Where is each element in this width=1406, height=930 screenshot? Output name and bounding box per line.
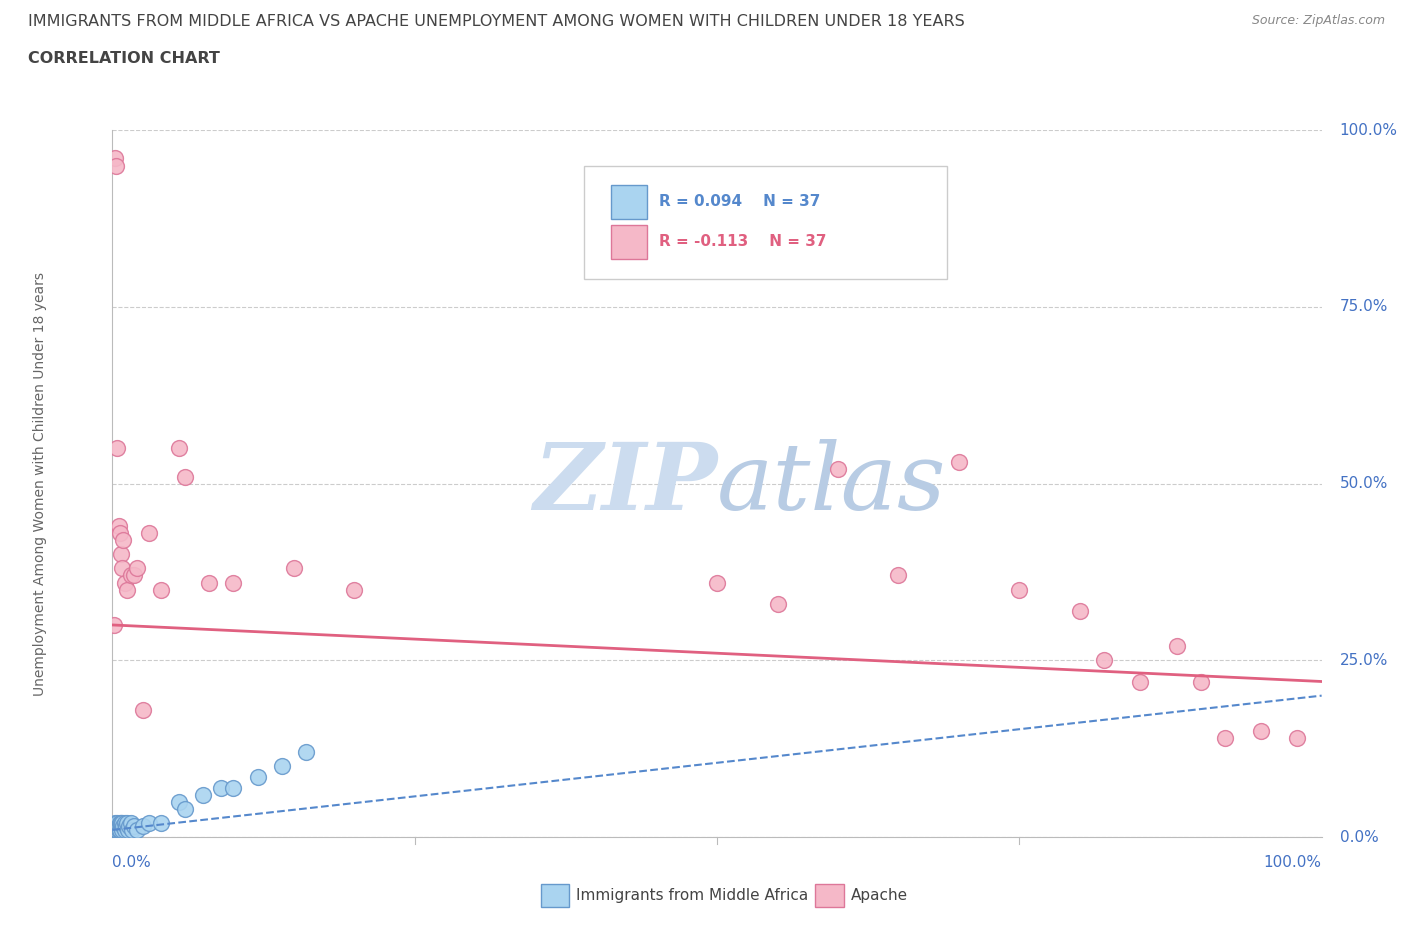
Point — [138, 816, 160, 830]
Point — [112, 819, 135, 834]
Point — [174, 469, 197, 484]
Point — [174, 802, 197, 817]
Point — [1129, 674, 1152, 689]
Point — [125, 822, 148, 837]
Point — [115, 816, 138, 830]
Point — [209, 780, 232, 795]
Text: R = -0.113    N = 37: R = -0.113 N = 37 — [659, 234, 827, 249]
Text: R = 0.094    N = 37: R = 0.094 N = 37 — [659, 194, 820, 209]
Point — [104, 822, 127, 837]
Point — [1092, 653, 1115, 668]
Point — [115, 582, 138, 597]
Point — [110, 547, 132, 562]
Point — [198, 575, 221, 590]
Point — [103, 618, 125, 632]
Point — [108, 822, 131, 837]
Point — [107, 822, 129, 837]
Text: 0.0%: 0.0% — [112, 855, 152, 870]
Point — [132, 702, 155, 717]
Point — [887, 568, 910, 583]
Text: atlas: atlas — [717, 439, 946, 528]
Point — [105, 822, 128, 837]
Point — [191, 787, 214, 802]
Point — [766, 596, 789, 611]
Point — [111, 822, 134, 837]
Point — [149, 816, 172, 830]
Point — [114, 575, 136, 590]
Point — [120, 816, 142, 830]
Point — [105, 441, 128, 456]
Point — [1189, 674, 1212, 689]
Point — [105, 158, 128, 173]
Point — [125, 561, 148, 576]
Point — [1286, 731, 1309, 746]
Text: IMMIGRANTS FROM MIDDLE AFRICA VS APACHE UNEMPLOYMENT AMONG WOMEN WITH CHILDREN U: IMMIGRANTS FROM MIDDLE AFRICA VS APACHE … — [28, 14, 965, 29]
Point — [105, 819, 128, 834]
Text: 50.0%: 50.0% — [1340, 476, 1388, 491]
Point — [114, 822, 136, 837]
Point — [104, 816, 127, 830]
Point — [222, 780, 245, 795]
Point — [827, 462, 849, 477]
Point — [149, 582, 172, 597]
Text: CORRELATION CHART: CORRELATION CHART — [28, 51, 219, 66]
Point — [122, 568, 145, 583]
Point — [1166, 639, 1188, 654]
FancyBboxPatch shape — [610, 185, 647, 219]
Text: Apache: Apache — [851, 887, 908, 903]
Text: 100.0%: 100.0% — [1340, 123, 1398, 138]
Point — [114, 816, 136, 830]
Point — [295, 745, 318, 760]
Point — [108, 816, 131, 830]
Text: Immigrants from Middle Africa: Immigrants from Middle Africa — [576, 887, 808, 903]
Point — [706, 575, 728, 590]
Point — [117, 822, 139, 837]
FancyBboxPatch shape — [610, 225, 647, 259]
Text: 0.0%: 0.0% — [1340, 830, 1378, 844]
Point — [283, 561, 305, 576]
Point — [1213, 731, 1236, 746]
Point — [343, 582, 366, 597]
Point — [112, 533, 135, 548]
Text: Unemployment Among Women with Children Under 18 years: Unemployment Among Women with Children U… — [32, 272, 46, 696]
Point — [105, 816, 128, 830]
Point — [111, 816, 134, 830]
Point — [105, 822, 128, 837]
Point — [104, 151, 127, 166]
Text: 75.0%: 75.0% — [1340, 299, 1388, 314]
Point — [122, 819, 145, 834]
Point — [107, 519, 129, 534]
Point — [114, 819, 136, 834]
Point — [138, 525, 160, 540]
Point — [111, 561, 134, 576]
Point — [132, 819, 155, 834]
Point — [103, 822, 125, 837]
Point — [118, 819, 141, 834]
Point — [948, 455, 970, 470]
Point — [110, 816, 132, 830]
Text: ZIP: ZIP — [533, 439, 717, 528]
Point — [108, 525, 131, 540]
Point — [222, 575, 245, 590]
Point — [120, 568, 142, 583]
Point — [167, 794, 190, 809]
Point — [107, 819, 129, 834]
Text: 100.0%: 100.0% — [1264, 855, 1322, 870]
Point — [110, 819, 132, 834]
FancyBboxPatch shape — [583, 166, 946, 279]
Point — [270, 759, 292, 774]
Point — [246, 769, 269, 784]
Point — [167, 441, 190, 456]
Point — [121, 822, 143, 837]
Point — [1008, 582, 1031, 597]
Point — [1069, 604, 1091, 618]
Point — [1250, 724, 1272, 738]
Text: 25.0%: 25.0% — [1340, 653, 1388, 668]
Text: Source: ZipAtlas.com: Source: ZipAtlas.com — [1251, 14, 1385, 27]
